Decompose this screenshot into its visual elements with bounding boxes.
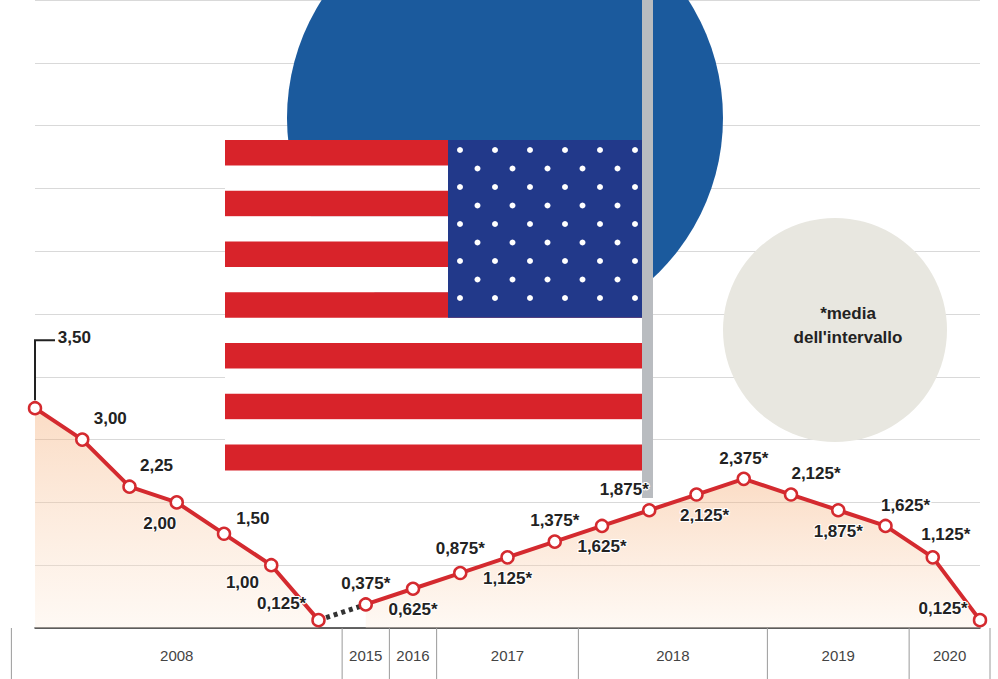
svg-text:0,125*: 0,125*: [919, 599, 969, 618]
svg-text:2008: 2008: [160, 647, 193, 664]
svg-text:0,375*: 0,375*: [341, 574, 391, 593]
svg-text:2020: 2020: [933, 647, 966, 664]
svg-text:1,875*: 1,875*: [814, 522, 864, 541]
svg-text:1,375*: 1,375*: [530, 511, 580, 530]
svg-text:1,625*: 1,625*: [881, 496, 931, 515]
svg-text:1,625*: 1,625*: [577, 537, 627, 556]
svg-text:0,875*: 0,875*: [436, 539, 486, 558]
svg-text:0,125*: 0,125*: [257, 594, 307, 613]
svg-text:1,50: 1,50: [236, 509, 269, 528]
svg-text:1,125*: 1,125*: [921, 525, 971, 544]
svg-text:3,00: 3,00: [94, 409, 127, 428]
svg-text:2017: 2017: [491, 647, 524, 664]
svg-text:*media: *media: [820, 304, 876, 323]
svg-text:2,125*: 2,125*: [791, 464, 841, 483]
svg-text:dell'intervallo: dell'intervallo: [794, 328, 903, 347]
svg-text:1,125*: 1,125*: [483, 569, 533, 588]
svg-text:2,375*: 2,375*: [719, 449, 769, 468]
svg-text:3,50: 3,50: [58, 328, 91, 347]
svg-text:2019: 2019: [822, 647, 855, 664]
svg-text:2016: 2016: [396, 647, 429, 664]
svg-text:1,875*: 1,875*: [600, 480, 650, 499]
svg-text:2,00: 2,00: [143, 514, 176, 533]
svg-text:2018: 2018: [656, 647, 689, 664]
svg-text:2,125*: 2,125*: [680, 506, 730, 525]
svg-text:1,00: 1,00: [226, 573, 259, 592]
svg-text:0,625*: 0,625*: [388, 600, 438, 619]
svg-text:2015: 2015: [349, 647, 382, 664]
svg-text:2,25: 2,25: [140, 456, 173, 475]
